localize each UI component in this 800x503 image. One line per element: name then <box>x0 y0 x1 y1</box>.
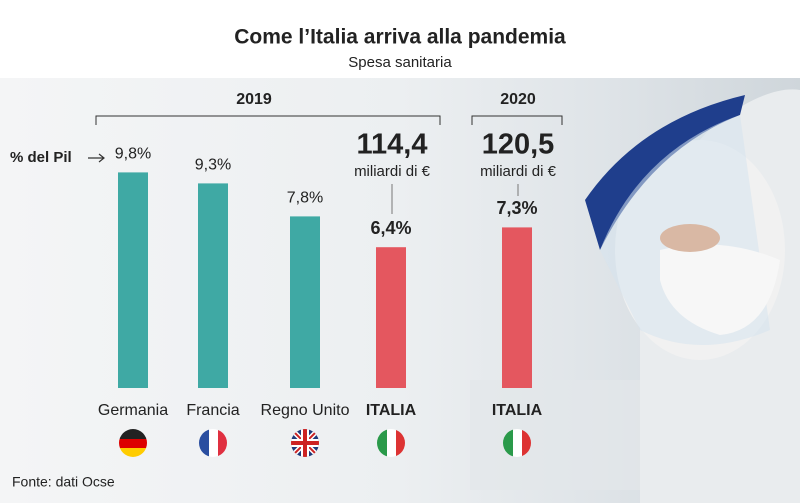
bar <box>502 227 532 388</box>
group-bracket <box>471 115 563 125</box>
value-label: 7,8% <box>287 190 323 207</box>
value-label: 9,3% <box>195 157 231 174</box>
value-label: 9,8% <box>115 146 151 163</box>
category-label: ITALIA <box>492 402 543 419</box>
flag-italy <box>503 429 531 457</box>
annotation-unit: miliardi di € <box>480 163 557 180</box>
flag-germany <box>119 429 147 457</box>
subtitle: Spesa sanitaria <box>348 54 452 71</box>
category-label: Francia <box>186 402 239 419</box>
flag-france <box>199 429 227 457</box>
bar <box>290 216 320 388</box>
annotation-amount: 114,4 <box>357 129 428 161</box>
category-label: ITALIA <box>366 402 417 419</box>
flag-uk <box>291 429 319 457</box>
bar <box>198 183 228 388</box>
value-label: 6,4% <box>370 218 411 238</box>
category-label: Regno Unito <box>261 402 350 419</box>
flag-italy <box>377 429 405 457</box>
source: Fonte: dati Ocse <box>12 474 115 490</box>
category-label: Germania <box>98 402 168 419</box>
group-label: 2020 <box>500 91 536 108</box>
group-label: 2019 <box>236 91 272 108</box>
annotation-amount: 120,5 <box>482 129 555 161</box>
photo-figure <box>470 89 800 503</box>
annotation-unit: miliardi di € <box>354 163 431 180</box>
value-note: % del Pil <box>10 149 72 166</box>
value-label: 7,3% <box>496 198 537 218</box>
arrow <box>88 153 105 163</box>
title: Come l’Italia arriva alla pandemia <box>234 26 566 49</box>
bar <box>376 247 406 388</box>
group-bracket <box>95 115 441 125</box>
bar <box>118 172 148 388</box>
